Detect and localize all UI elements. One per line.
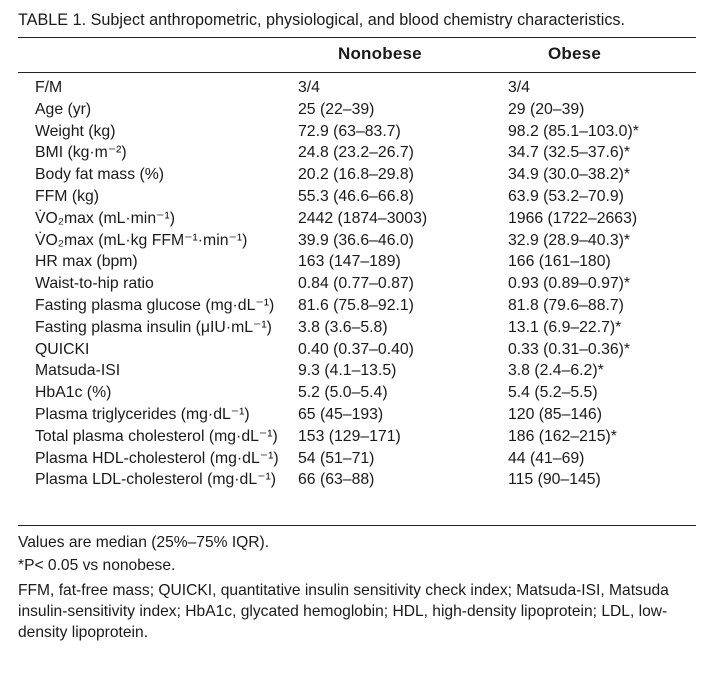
cell-nonobese: 0.40 (0.37–0.40)	[298, 340, 414, 358]
cell-nonobese: 81.6 (75.8–92.1)	[298, 296, 414, 314]
row-label: Body fat mass (%)	[35, 166, 165, 184]
row-label: HbA1c (%)	[35, 384, 112, 402]
cell-nonobese: 54 (51–71)	[298, 449, 375, 467]
cell-obese: 34.7 (32.5–37.6)*	[508, 144, 631, 162]
table-row: BMI (kg·m⁻²) 24.8 (23.2–26.7) 34.7 (32.5–3…	[0, 142, 714, 164]
cell-nonobese: 65 (45–193)	[298, 405, 384, 423]
row-label: Total plasma cholesterol (mg·dL⁻¹)	[35, 427, 278, 445]
table-row: HR max (bpm) 163 (147–189) 166 (161–180)	[0, 251, 714, 273]
cell-obese: 13.1 (6.9–22.7)*	[508, 318, 622, 336]
table-row: Plasma LDL-cholesterol (mg·dL⁻¹) 66 (63–8…	[0, 469, 714, 491]
cell-nonobese: 66 (63–88)	[298, 471, 375, 489]
column-header-obese: Obese	[548, 44, 601, 63]
cell-obese: 32.9 (28.9–40.3)*	[508, 231, 631, 249]
row-label: QUICKI	[35, 340, 90, 358]
cell-obese: 3.8 (2.4–6.2)*	[508, 362, 604, 380]
table-row: QUICKI 0.40 (0.37–0.40) 0.33 (0.31–0.36)*	[0, 339, 714, 361]
cell-nonobese: 163 (147–189)	[298, 253, 401, 271]
row-label: F/M	[35, 79, 63, 96]
table-row: FFM (kg) 55.3 (46.6–66.8) 63.9 (53.2–70.9)	[0, 186, 714, 208]
cell-nonobese: 153 (129–171)	[298, 427, 401, 445]
table-row: Weight (kg) 72.9 (63–83.7) 98.2 (85.1–103.…	[0, 121, 714, 143]
cell-obese: 44 (41–69)	[508, 449, 585, 467]
row-label: Age (yr)	[35, 100, 92, 118]
table-footnotes: Values are median (25%–75% IQR). *P< 0.0…	[18, 533, 698, 646]
cell-nonobese: 39.9 (36.6–46.0)	[298, 231, 414, 249]
footnote-values: Values are median (25%–75% IQR).	[18, 534, 270, 551]
cell-obese: 1966 (1722–2663)	[508, 209, 638, 227]
cell-nonobese: 25 (22–39)	[298, 100, 375, 118]
table-row: HbA1c (%) 5.2 (5.0–5.4) 5.4 (5.2–5.5)	[0, 382, 714, 404]
cell-obese: 3/4	[508, 79, 530, 96]
header-rule	[18, 72, 696, 73]
top-rule	[18, 37, 696, 39]
table-row: V̇O₂max (mL·min⁻¹) 2442 (1874–3003) 1966 (…	[0, 208, 714, 230]
cell-nonobese: 2442 (1874–3003)	[298, 209, 428, 227]
column-header-nonobese: Nonobese	[338, 44, 422, 63]
cell-obese: 63.9 (53.2–70.9)	[508, 187, 624, 205]
table-row: Total plasma cholesterol (mg·dL⁻¹) 153 (1…	[0, 426, 714, 448]
cell-obese: 166 (161–180)	[508, 253, 611, 271]
cell-obese: 186 (162–215)*	[508, 427, 617, 445]
row-label: V̇O₂max (mL·min⁻¹)	[35, 209, 175, 227]
cell-nonobese: 0.84 (0.77–0.87)	[298, 275, 414, 293]
cell-obese: 0.93 (0.89–0.97)*	[508, 275, 631, 293]
cell-obese: 81.8 (79.6–88.7)	[508, 296, 624, 314]
row-label: Waist-to-hip ratio	[35, 275, 154, 293]
cell-obese: 34.9 (30.0–38.2)*	[508, 166, 631, 184]
table-row: Body fat mass (%) 20.2 (16.8–29.8) 34.9 (3…	[0, 164, 714, 186]
row-label: HR max (bpm)	[35, 253, 138, 271]
cell-obese: 98.2 (85.1–103.0)*	[508, 122, 639, 140]
row-label: Plasma LDL-cholesterol (mg·dL⁻¹)	[35, 471, 276, 489]
row-label: Weight (kg)	[35, 122, 116, 140]
row-label: Plasma HDL-cholesterol (mg·dL⁻¹)	[35, 449, 279, 467]
cell-nonobese: 3/4	[298, 79, 320, 96]
table-row: F/M 3/4 3/4	[0, 77, 714, 99]
row-label: FFM (kg)	[35, 187, 100, 205]
cell-obese: 5.4 (5.2–5.5)	[508, 384, 598, 402]
cell-obese: 29 (20–39)	[508, 100, 585, 118]
footnote-significance: *P< 0.05 vs nonobese.	[18, 557, 176, 574]
cell-nonobese: 5.2 (5.0–5.4)	[298, 384, 388, 402]
cell-obese: 115 (90–145)	[508, 471, 601, 489]
footnote-abbreviations: FFM, fat-free mass; QUICKI, quantitative…	[18, 582, 669, 641]
table-row: Matsuda-ISI 9.3 (4.1–13.5) 3.8 (2.4–6.2)*	[0, 360, 714, 382]
table-row: Plasma HDL-cholesterol (mg·dL⁻¹) 54 (51–7…	[0, 448, 714, 470]
table-body: F/M 3/4 3/4 Age (yr) 25 (22–39) 29 (20–39) Wei…	[0, 77, 714, 491]
row-label: BMI (kg·m⁻²)	[35, 144, 127, 162]
table-row: Fasting plasma glucose (mg·dL⁻¹) 81.6 (75…	[0, 295, 714, 317]
table-row: Fasting plasma insulin (μIU·mL⁻¹) 3.8 (3.…	[0, 317, 714, 339]
cell-nonobese: 3.8 (3.6–5.8)	[298, 318, 388, 336]
table-row: Age (yr) 25 (22–39) 29 (20–39)	[0, 99, 714, 121]
cell-nonobese: 55.3 (46.6–66.8)	[298, 187, 414, 205]
row-label: Matsuda-ISI	[35, 362, 121, 380]
table-caption: TABLE 1. Subject anthropometric, physiol…	[18, 11, 626, 29]
bottom-rule	[18, 525, 696, 527]
cell-nonobese: 72.9 (63–83.7)	[298, 122, 401, 140]
row-label: V̇O₂max (mL·kg FFM⁻¹·min⁻¹)	[35, 231, 248, 249]
table-row: Plasma triglycerides (mg·dL⁻¹) 65 (45–193…	[0, 404, 714, 426]
cell-obese: 120 (85–146)	[508, 405, 602, 423]
row-label: Plasma triglycerides (mg·dL⁻¹)	[35, 405, 250, 423]
table-row: Waist-to-hip ratio 0.84 (0.77–0.87) 0.93 (…	[0, 273, 714, 295]
cell-nonobese: 9.3 (4.1–13.5)	[298, 362, 397, 380]
table-row: V̇O₂max (mL·kg FFM⁻¹·min⁻¹) 39.9 (36.6–46…	[0, 230, 714, 252]
row-label: Fasting plasma insulin (μIU·mL⁻¹)	[35, 318, 272, 336]
cell-nonobese: 20.2 (16.8–29.8)	[298, 166, 414, 184]
cell-nonobese: 24.8 (23.2–26.7)	[298, 144, 414, 162]
row-label: Fasting plasma glucose (mg·dL⁻¹)	[35, 296, 275, 314]
cell-obese: 0.33 (0.31–0.36)*	[508, 340, 631, 358]
